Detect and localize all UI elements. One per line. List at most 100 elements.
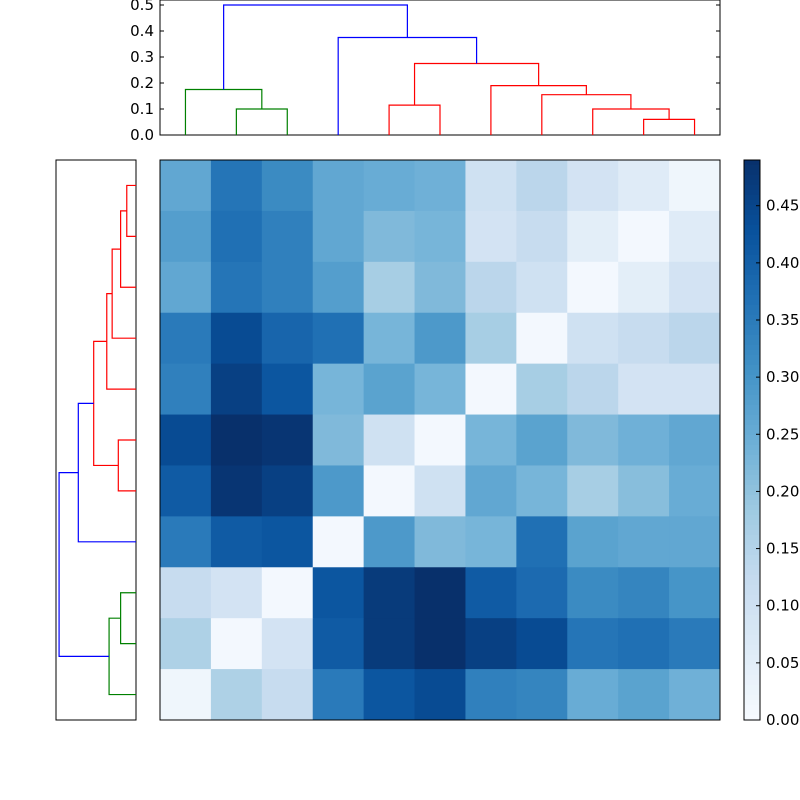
colorbar-gradient-segment	[744, 275, 760, 281]
colorbar-gradient-segment	[744, 470, 760, 476]
top-dendrogram-link	[643, 118, 696, 135]
colorbar-gradient-segment	[744, 555, 760, 561]
colorbar-gradient-segment	[744, 660, 760, 666]
colorbar-gradient-segment	[744, 515, 760, 521]
heatmap-cell	[210, 414, 263, 466]
heatmap-cell	[261, 210, 314, 263]
colorbar-gradient-segment	[744, 175, 760, 181]
heatmap-cell	[160, 414, 212, 466]
heatmap-cell	[261, 669, 314, 721]
heatmap-cell	[618, 160, 670, 212]
heatmap-cell	[414, 414, 466, 466]
heatmap-cell	[210, 618, 263, 670]
colorbar-gradient-segment	[744, 425, 760, 431]
colorbar-gradient-segment	[744, 575, 760, 581]
heatmap-cell	[160, 465, 212, 517]
colorbar-gradient-segment	[744, 350, 760, 356]
colorbar-gradient-segment	[744, 500, 760, 506]
heatmap-cell	[669, 363, 721, 416]
colorbar-gradient-segment	[744, 420, 760, 426]
heatmap-cell	[618, 618, 670, 670]
heatmap-cell	[669, 618, 721, 670]
colorbar-gradient-segment	[744, 675, 760, 681]
top-dendrogram-ytick-label: 0.4	[130, 22, 154, 40]
heatmap-cell	[465, 516, 517, 568]
heatmap-cell	[618, 414, 670, 466]
colorbar-gradient-segment	[744, 445, 760, 451]
colorbar-gradient-segment	[744, 290, 760, 296]
colorbar-gradient-segment	[744, 465, 760, 471]
left-dendrogram-link	[117, 439, 136, 492]
heatmap-cell	[516, 414, 568, 466]
left-dendrogram-link	[111, 248, 136, 339]
colorbar-gradient-segment	[744, 335, 760, 341]
colorbar-gradient-segment	[744, 215, 760, 221]
colorbar-gradient-segment	[744, 400, 760, 406]
colorbar-gradient-segment	[744, 665, 760, 671]
top-dendrogram-link	[184, 88, 263, 135]
heatmap-cell	[312, 618, 365, 670]
colorbar-gradient-segment	[744, 685, 760, 691]
heatmap-cell	[363, 210, 416, 263]
heatmap-cell	[160, 618, 212, 670]
colorbar-gradient-segment	[744, 700, 760, 706]
colorbar-gradient-segment	[744, 210, 760, 216]
heatmap-cell	[210, 261, 263, 314]
colorbar-gradient-segment	[744, 560, 760, 566]
heatmap-cell	[567, 312, 619, 365]
heatmap-cell	[210, 312, 263, 365]
heatmap-cell	[669, 210, 721, 263]
left-dendrogram	[55, 159, 137, 721]
heatmap-cell	[312, 160, 365, 212]
colorbar-gradient-segment	[744, 195, 760, 201]
colorbar-gradient-segment	[744, 190, 760, 196]
heatmap-cell	[210, 516, 263, 568]
heatmap-cell	[160, 669, 212, 721]
heatmap-cell	[261, 414, 314, 466]
colorbar-tick-label: 0.45	[766, 197, 799, 215]
heatmap-cell	[210, 210, 263, 263]
heatmap-cell	[669, 669, 721, 721]
heatmap-cell	[414, 312, 466, 365]
heatmap-cell	[160, 516, 212, 568]
heatmap-cell	[312, 567, 365, 619]
heatmap-cell	[567, 414, 619, 466]
colorbar-gradient-segment	[744, 620, 760, 626]
left-dendrogram-link	[77, 402, 136, 543]
colorbar-gradient-segment	[744, 385, 760, 391]
heatmap-matrix	[159, 159, 721, 721]
left-dendrogram-link	[93, 340, 119, 467]
colorbar-gradient-segment	[744, 415, 760, 421]
top-dendrogram-link	[592, 108, 670, 135]
colorbar-gradient-segment	[744, 440, 760, 446]
heatmap-cell	[261, 160, 314, 212]
heatmap-cell	[618, 465, 670, 517]
colorbar-frame	[743, 159, 761, 721]
colorbar-gradient-segment	[744, 245, 760, 251]
heatmap-cell	[516, 160, 568, 212]
colorbar-gradient-segment	[744, 310, 760, 316]
heatmap-cell	[363, 618, 416, 670]
heatmap-cell	[669, 261, 721, 314]
heatmap-cell	[261, 465, 314, 517]
colorbar-tick-label: 0.10	[766, 597, 799, 615]
colorbar-gradient-segment	[744, 160, 760, 166]
heatmap-cell	[261, 567, 314, 619]
heatmap-cell	[516, 567, 568, 619]
colorbar-gradient-segment	[744, 330, 760, 336]
heatmap-cell	[567, 261, 619, 314]
colorbar-gradient-segment	[744, 615, 760, 621]
colorbar-gradient-segment	[744, 325, 760, 331]
colorbar-gradient-segment	[744, 710, 760, 716]
colorbar-gradient-segment	[744, 360, 760, 366]
heatmap-cell	[618, 312, 670, 365]
left-dendrogram-link	[120, 592, 136, 645]
colorbar-gradient-segment	[744, 585, 760, 591]
top-dendrogram-ytick-label: 0.5	[130, 0, 154, 14]
colorbar: 0.00 0.05 0.10 0.15 0.20 0.25 0.30 0.35 0.40 0.45	[743, 159, 799, 729]
heatmap-cell	[210, 465, 263, 517]
heatmap-cell	[618, 261, 670, 314]
heatmap-cell	[414, 160, 466, 212]
colorbar-gradient-segment	[744, 590, 760, 596]
heatmap-cell	[465, 160, 517, 212]
